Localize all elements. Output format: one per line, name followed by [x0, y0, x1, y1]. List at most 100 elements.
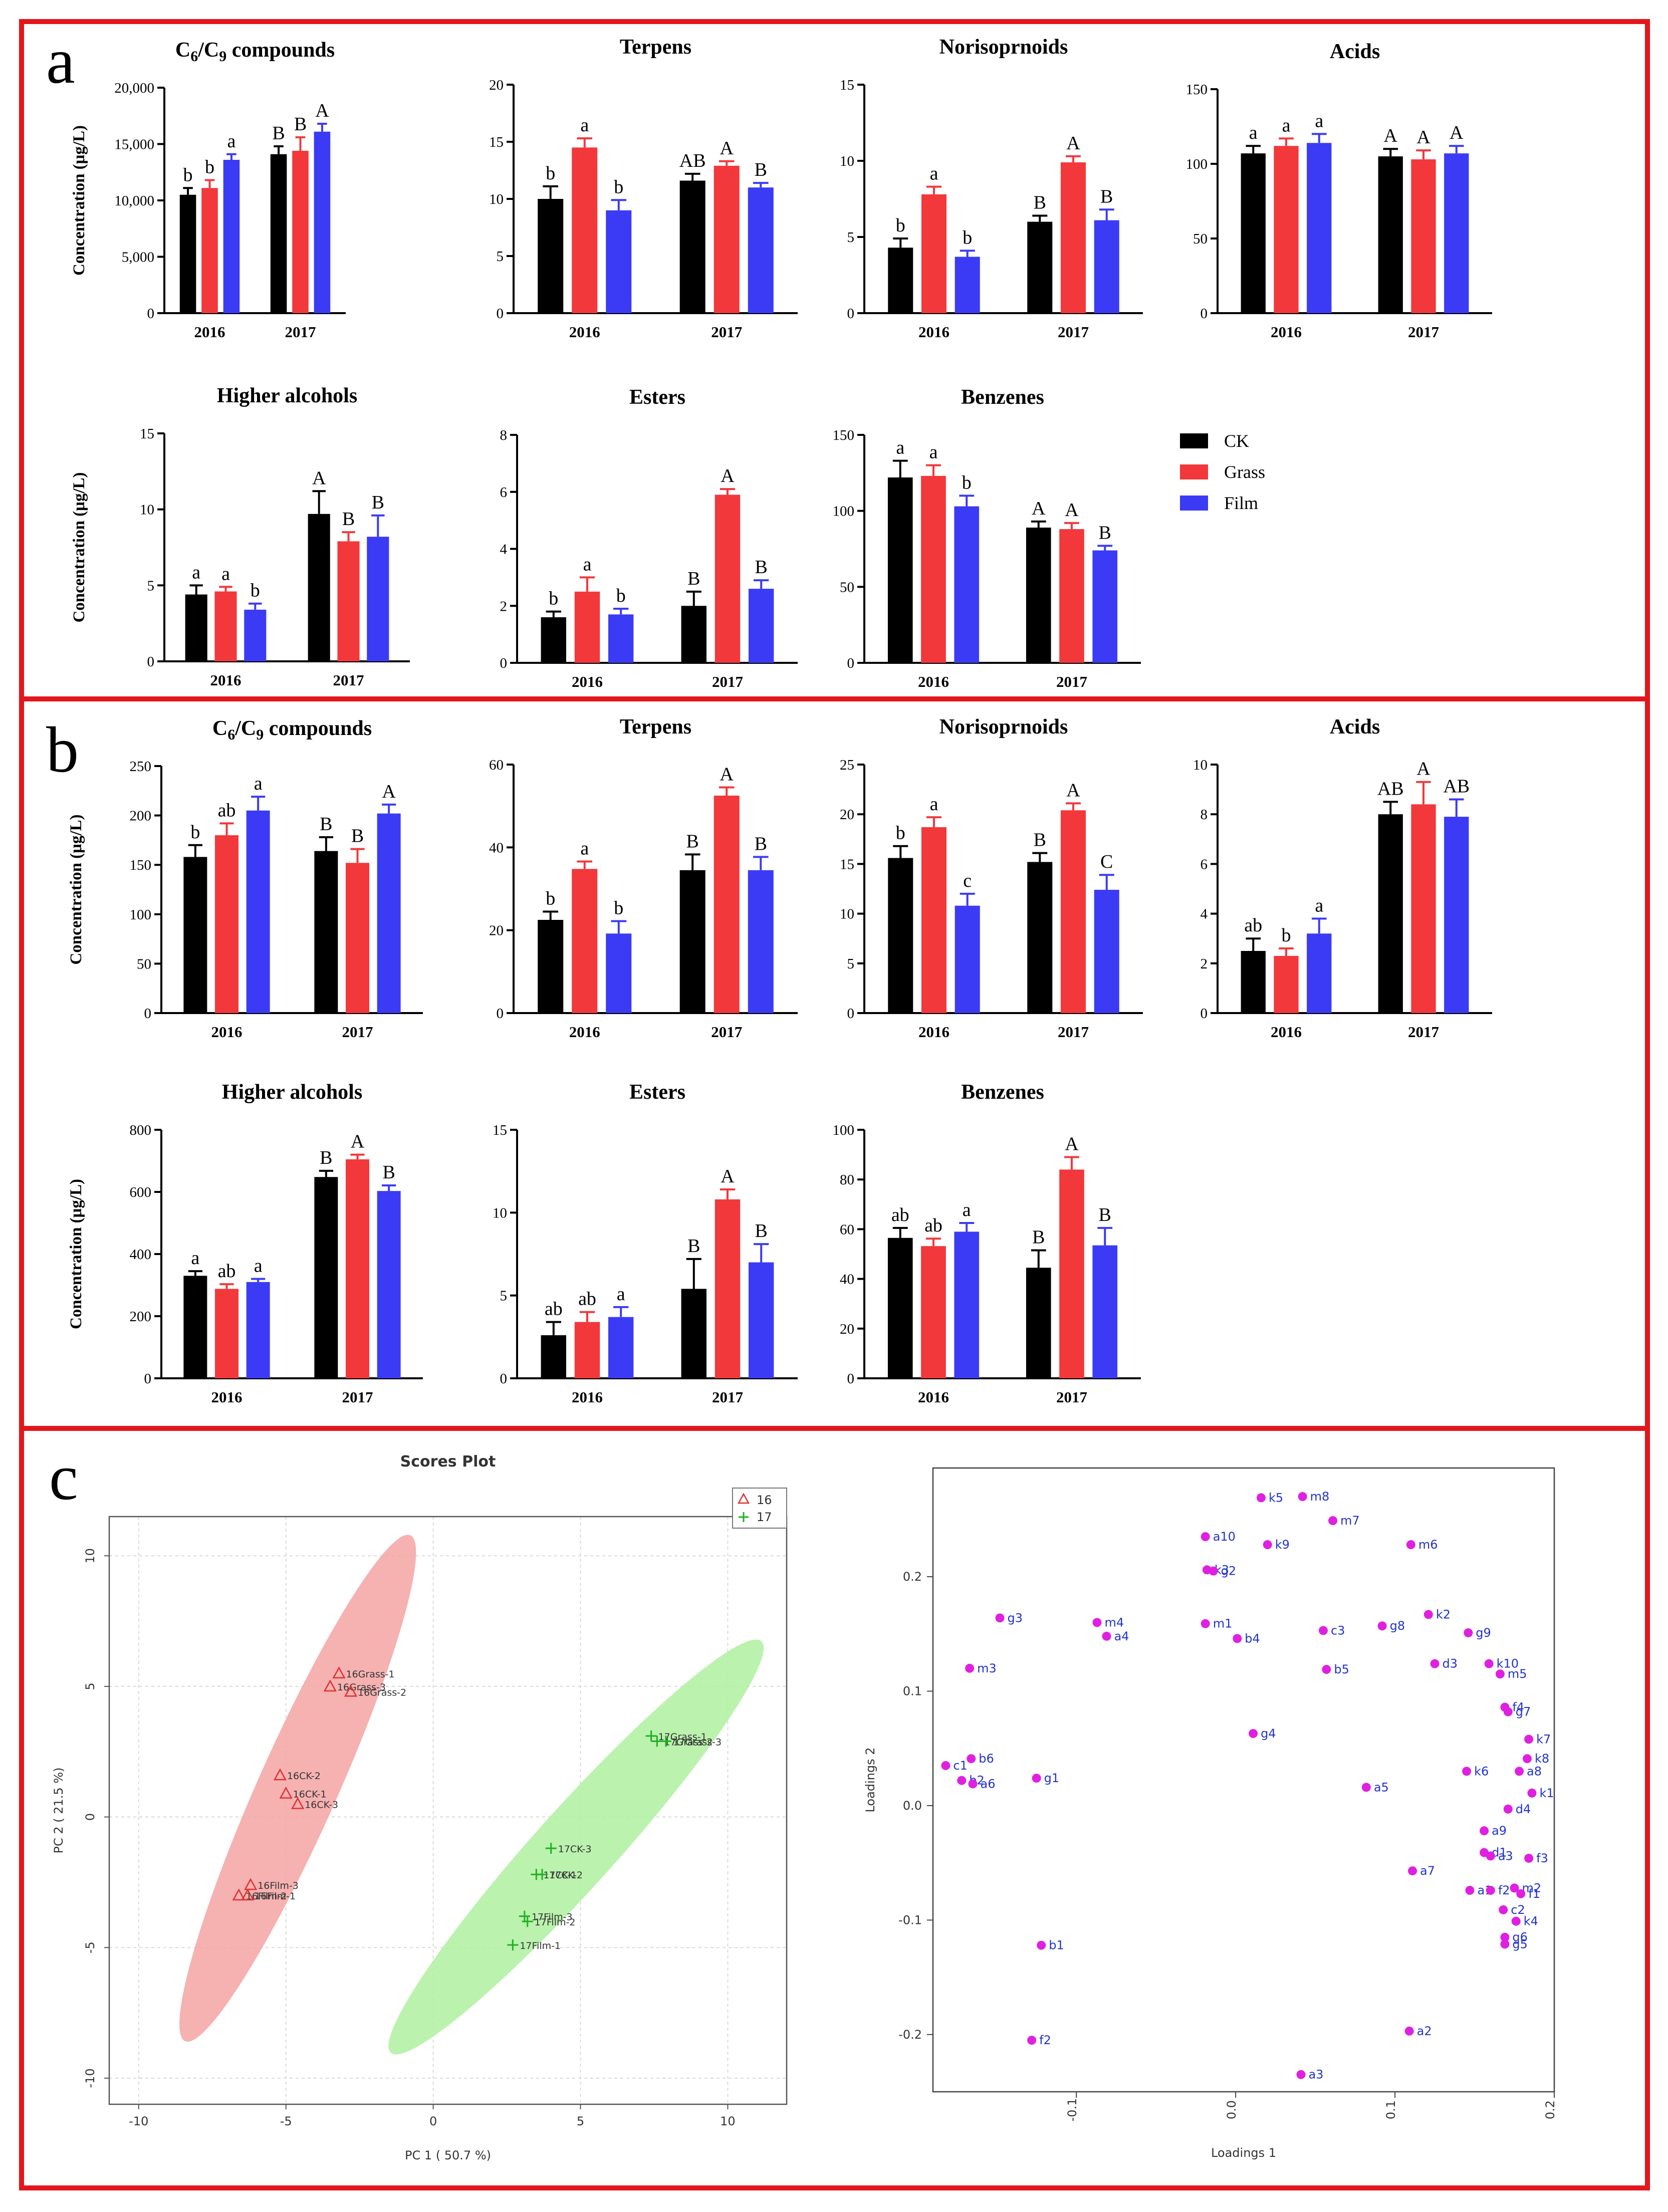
y-tick-label: 0 — [500, 655, 508, 671]
x-tick-label: 0 — [429, 2114, 437, 2128]
y-tick-label: 10 — [840, 906, 854, 922]
bar-ck-2016 — [1241, 951, 1266, 1013]
bar-grass-2017 — [346, 1159, 369, 1378]
significance-label: A — [1032, 498, 1046, 519]
legend-label-17: 17 — [757, 1510, 772, 1524]
loading-point-c2 — [1499, 1905, 1508, 1914]
bar-ck-2017 — [314, 1177, 338, 1378]
bar-ck-2016 — [541, 617, 566, 663]
bar-film-2017 — [314, 131, 331, 313]
significance-label: a — [583, 554, 592, 575]
scores-legend-box — [732, 1488, 787, 1529]
score-point-17ck-3 — [545, 1843, 557, 1854]
y-tick-label: 50 — [137, 956, 151, 972]
scores-plot: -10 -5 0 5 10 -10 -5 0 5 10 16Grass-1 16Grass-316Gr… — [52, 1453, 788, 2162]
loading-point-a6 — [968, 1779, 978, 1789]
y-axis-label: PC 2 ( 21.5 %) — [52, 1768, 66, 1854]
loading-point-a2 — [1404, 2026, 1414, 2036]
chart-title: Norisoprnoids — [939, 715, 1068, 739]
loading-point-label: b4 — [1245, 1631, 1260, 1645]
loading-point-m7 — [1328, 1516, 1338, 1526]
y-tick-label: 5 — [847, 229, 855, 245]
x-tick-label: 2016 — [572, 673, 603, 690]
y-tick-label: 20 — [489, 923, 504, 939]
x-tick-label: 0.2 — [1543, 2100, 1557, 2119]
y-tick-label: 50 — [1193, 231, 1208, 247]
significance-label: ab — [218, 800, 236, 821]
loading-point-label: f4 — [1512, 1700, 1524, 1714]
y-tick-label: 0 — [83, 1813, 97, 1821]
confidence-ellipse-16 — [179, 1535, 416, 2042]
bar-ck-2017 — [679, 870, 705, 1013]
loading-point-label: m3 — [977, 1661, 997, 1675]
y-tick-label: 200 — [130, 1309, 152, 1325]
y-tick-label: -0.1 — [898, 1913, 922, 1927]
bar-film-2016 — [223, 160, 240, 313]
significance-label: b — [190, 822, 200, 843]
bar-film-2016 — [608, 1317, 634, 1378]
x-tick-label: 2016 — [918, 673, 949, 690]
bar-ck-2017 — [1378, 156, 1403, 313]
x-tick-label: 2016 — [1271, 1023, 1302, 1041]
bar-film-2017 — [1094, 889, 1119, 1013]
bar-film-2017 — [749, 589, 774, 663]
significance-label: ab — [545, 1299, 563, 1320]
confidence-ellipse-17 — [388, 1639, 764, 2055]
loading-point-label: k5 — [1269, 1491, 1283, 1505]
chart-title: Terpens — [620, 36, 691, 59]
bar-ck-2016 — [887, 477, 913, 663]
score-point-label: 16CK-2 — [287, 1771, 321, 1782]
y-tick-label: 100 — [1186, 156, 1208, 172]
y-tick-label: 2 — [1201, 956, 1208, 972]
bar-film-2016 — [955, 257, 980, 313]
score-point-17film-2 — [522, 1916, 533, 1927]
legend-triangle-icon — [737, 1493, 750, 1504]
loading-point-a10 — [1201, 1532, 1210, 1542]
significance-label: B — [320, 1147, 332, 1168]
score-point-label: 16Film-1 — [255, 1891, 296, 1902]
x-tick-label: 2017 — [1058, 323, 1089, 341]
significance-label: A — [1065, 1134, 1079, 1155]
scores-plot-title: Scores Plot — [400, 1453, 496, 1470]
loading-point-label: a8 — [1527, 1764, 1542, 1778]
x-tick-label: -0.1 — [1065, 2098, 1079, 2122]
bar-grass-2017 — [714, 495, 741, 663]
x-tick-label: 2017 — [1056, 673, 1087, 690]
chart-a-esters: 0 2 4 6 8 2016 b a b 2017 B A B Esters — [500, 386, 798, 690]
y-tick-label: 0 — [147, 306, 155, 322]
y-tick-label: 60 — [489, 757, 504, 773]
significance-label: B — [294, 114, 307, 135]
title-part: 6 — [190, 48, 198, 65]
bar-ck-2016 — [888, 858, 913, 1013]
significance-label: B — [320, 814, 332, 835]
significance-label: ab — [578, 1289, 596, 1310]
title-part: 6 — [227, 726, 235, 743]
y-tick-label: 10,000 — [114, 193, 154, 209]
significance-label: A — [721, 465, 735, 486]
bar-grass-2016 — [574, 1322, 600, 1378]
bar-ck-2017 — [679, 180, 705, 313]
significance-label: a — [580, 838, 589, 859]
bar-grass-2016 — [921, 827, 947, 1013]
loading-point-label: g9 — [1476, 1626, 1491, 1640]
loading-point-label: a4 — [1114, 1629, 1129, 1643]
y-tick-label: 0.2 — [903, 1570, 922, 1584]
significance-label: B — [687, 568, 700, 589]
panel-b-letter: b — [46, 714, 79, 786]
chart-title: C6/C9 compounds — [175, 39, 335, 65]
bar-grass-2016 — [1274, 146, 1299, 313]
x-tick-label: 2017 — [285, 323, 316, 341]
bar-film-2016 — [246, 810, 270, 1013]
bar-grass-2017 — [1411, 159, 1436, 313]
y-tick-label: 0 — [497, 1006, 504, 1022]
loading-point-label: a2 — [1417, 2024, 1432, 2038]
bar-grass-2017 — [714, 1199, 741, 1378]
loading-point-label: k2 — [1436, 1607, 1451, 1621]
legend-swatch-film — [1180, 496, 1208, 511]
loading-point-a3 — [1486, 1851, 1495, 1861]
title-part: C — [175, 39, 190, 62]
